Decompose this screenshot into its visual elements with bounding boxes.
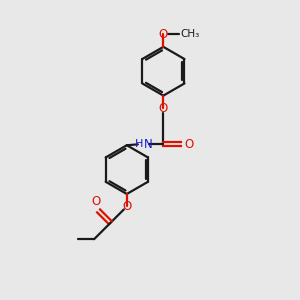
- Text: H: H: [135, 140, 143, 149]
- Text: O: O: [185, 138, 194, 151]
- Text: N: N: [144, 138, 152, 151]
- Text: O: O: [159, 102, 168, 115]
- Text: O: O: [159, 28, 168, 41]
- Text: O: O: [122, 200, 131, 213]
- Text: O: O: [92, 195, 101, 208]
- Text: CH₃: CH₃: [180, 29, 200, 39]
